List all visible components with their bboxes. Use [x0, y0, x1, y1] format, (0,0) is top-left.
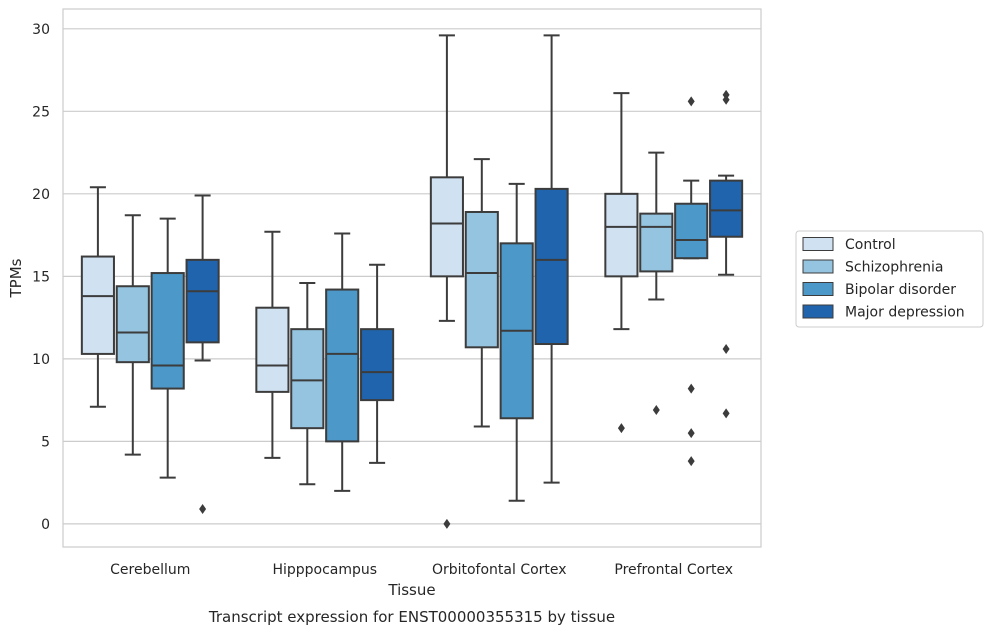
x-tick-label: Prefrontal Cortex — [614, 562, 733, 578]
box-3-0 — [604, 92, 639, 434]
legend-swatch — [802, 304, 834, 319]
box-iqr — [115, 285, 150, 364]
legend-label: Major depression — [845, 305, 965, 321]
y-tick-label: 0 — [41, 517, 50, 533]
box-iqr — [604, 192, 639, 278]
x-axis-label: Tissue — [387, 581, 435, 599]
y-tick-label: 25 — [32, 104, 50, 120]
box-2-0 — [429, 34, 464, 529]
box-1-1 — [290, 281, 325, 486]
outlier-point — [687, 96, 695, 107]
legend-frame — [795, 230, 984, 328]
box-0-1 — [115, 214, 150, 456]
y-tick-label: 20 — [32, 187, 50, 203]
chart-caption: Transcript expression for ENST0000035531… — [208, 608, 615, 626]
box-iqr — [360, 328, 395, 402]
legend-label: Bipolar disorder — [845, 282, 956, 298]
box-2-2 — [499, 182, 534, 502]
box-3-3 — [709, 89, 744, 419]
outlier-point — [687, 428, 695, 439]
box-0-0 — [80, 186, 115, 408]
box-3-2 — [674, 96, 709, 467]
box-iqr — [464, 210, 499, 349]
outlier-point — [652, 405, 660, 416]
x-tick-label: Hipppocampus — [272, 562, 377, 578]
x-tick-label: Orbitofontal Cortex — [432, 562, 567, 578]
box-iqr — [290, 328, 325, 430]
outlier-point — [722, 343, 730, 354]
legend-swatch — [802, 259, 834, 274]
outlier-point — [722, 408, 730, 419]
box-1-0 — [255, 230, 290, 459]
box-iqr — [255, 306, 290, 393]
box-2-1 — [464, 158, 499, 428]
outlier-point — [617, 423, 625, 434]
legend-label: Schizophrenia — [845, 260, 943, 276]
x-tick-label: Cerebellum — [110, 562, 190, 578]
box-iqr — [639, 212, 674, 273]
y-axis-label: TPMs — [7, 258, 25, 298]
y-tick-label: 15 — [32, 269, 50, 285]
x-tick-labels: Cerebellum Hipppocampus Orbitofontal Corte… — [110, 562, 733, 578]
box-iqr — [325, 288, 360, 443]
legend-swatch — [802, 237, 834, 251]
box-iqr — [150, 272, 185, 390]
box-2-3 — [534, 34, 569, 484]
box-iqr — [185, 258, 220, 344]
outlier-point — [687, 456, 695, 467]
box-iqr — [709, 179, 744, 238]
outlier-point — [722, 94, 730, 105]
box-iqr — [534, 187, 569, 346]
plot-frame — [62, 8, 762, 548]
legend: Control Schizophrenia Bipolar disorder Majo… — [795, 230, 984, 328]
box-iqr — [429, 176, 464, 278]
y-tick-label: 5 — [41, 434, 50, 450]
box-iqr — [80, 255, 115, 355]
box-1-3 — [360, 263, 395, 464]
outlier-point — [199, 504, 207, 515]
outlier-point — [443, 518, 451, 529]
box-0-2 — [150, 217, 185, 479]
y-tick-label: 30 — [32, 22, 50, 38]
y-tick-label: 10 — [32, 352, 50, 368]
box-0-3 — [185, 194, 220, 515]
box-1-2 — [325, 232, 360, 492]
y-tick-labels: 0 5 10 15 20 25 30 — [32, 22, 50, 533]
outlier-point — [687, 383, 695, 394]
box-3-1 — [639, 151, 674, 416]
box-iqr — [674, 202, 709, 260]
legend-swatch — [802, 282, 834, 296]
box-group — [80, 34, 744, 529]
legend-label: Control — [845, 237, 896, 253]
